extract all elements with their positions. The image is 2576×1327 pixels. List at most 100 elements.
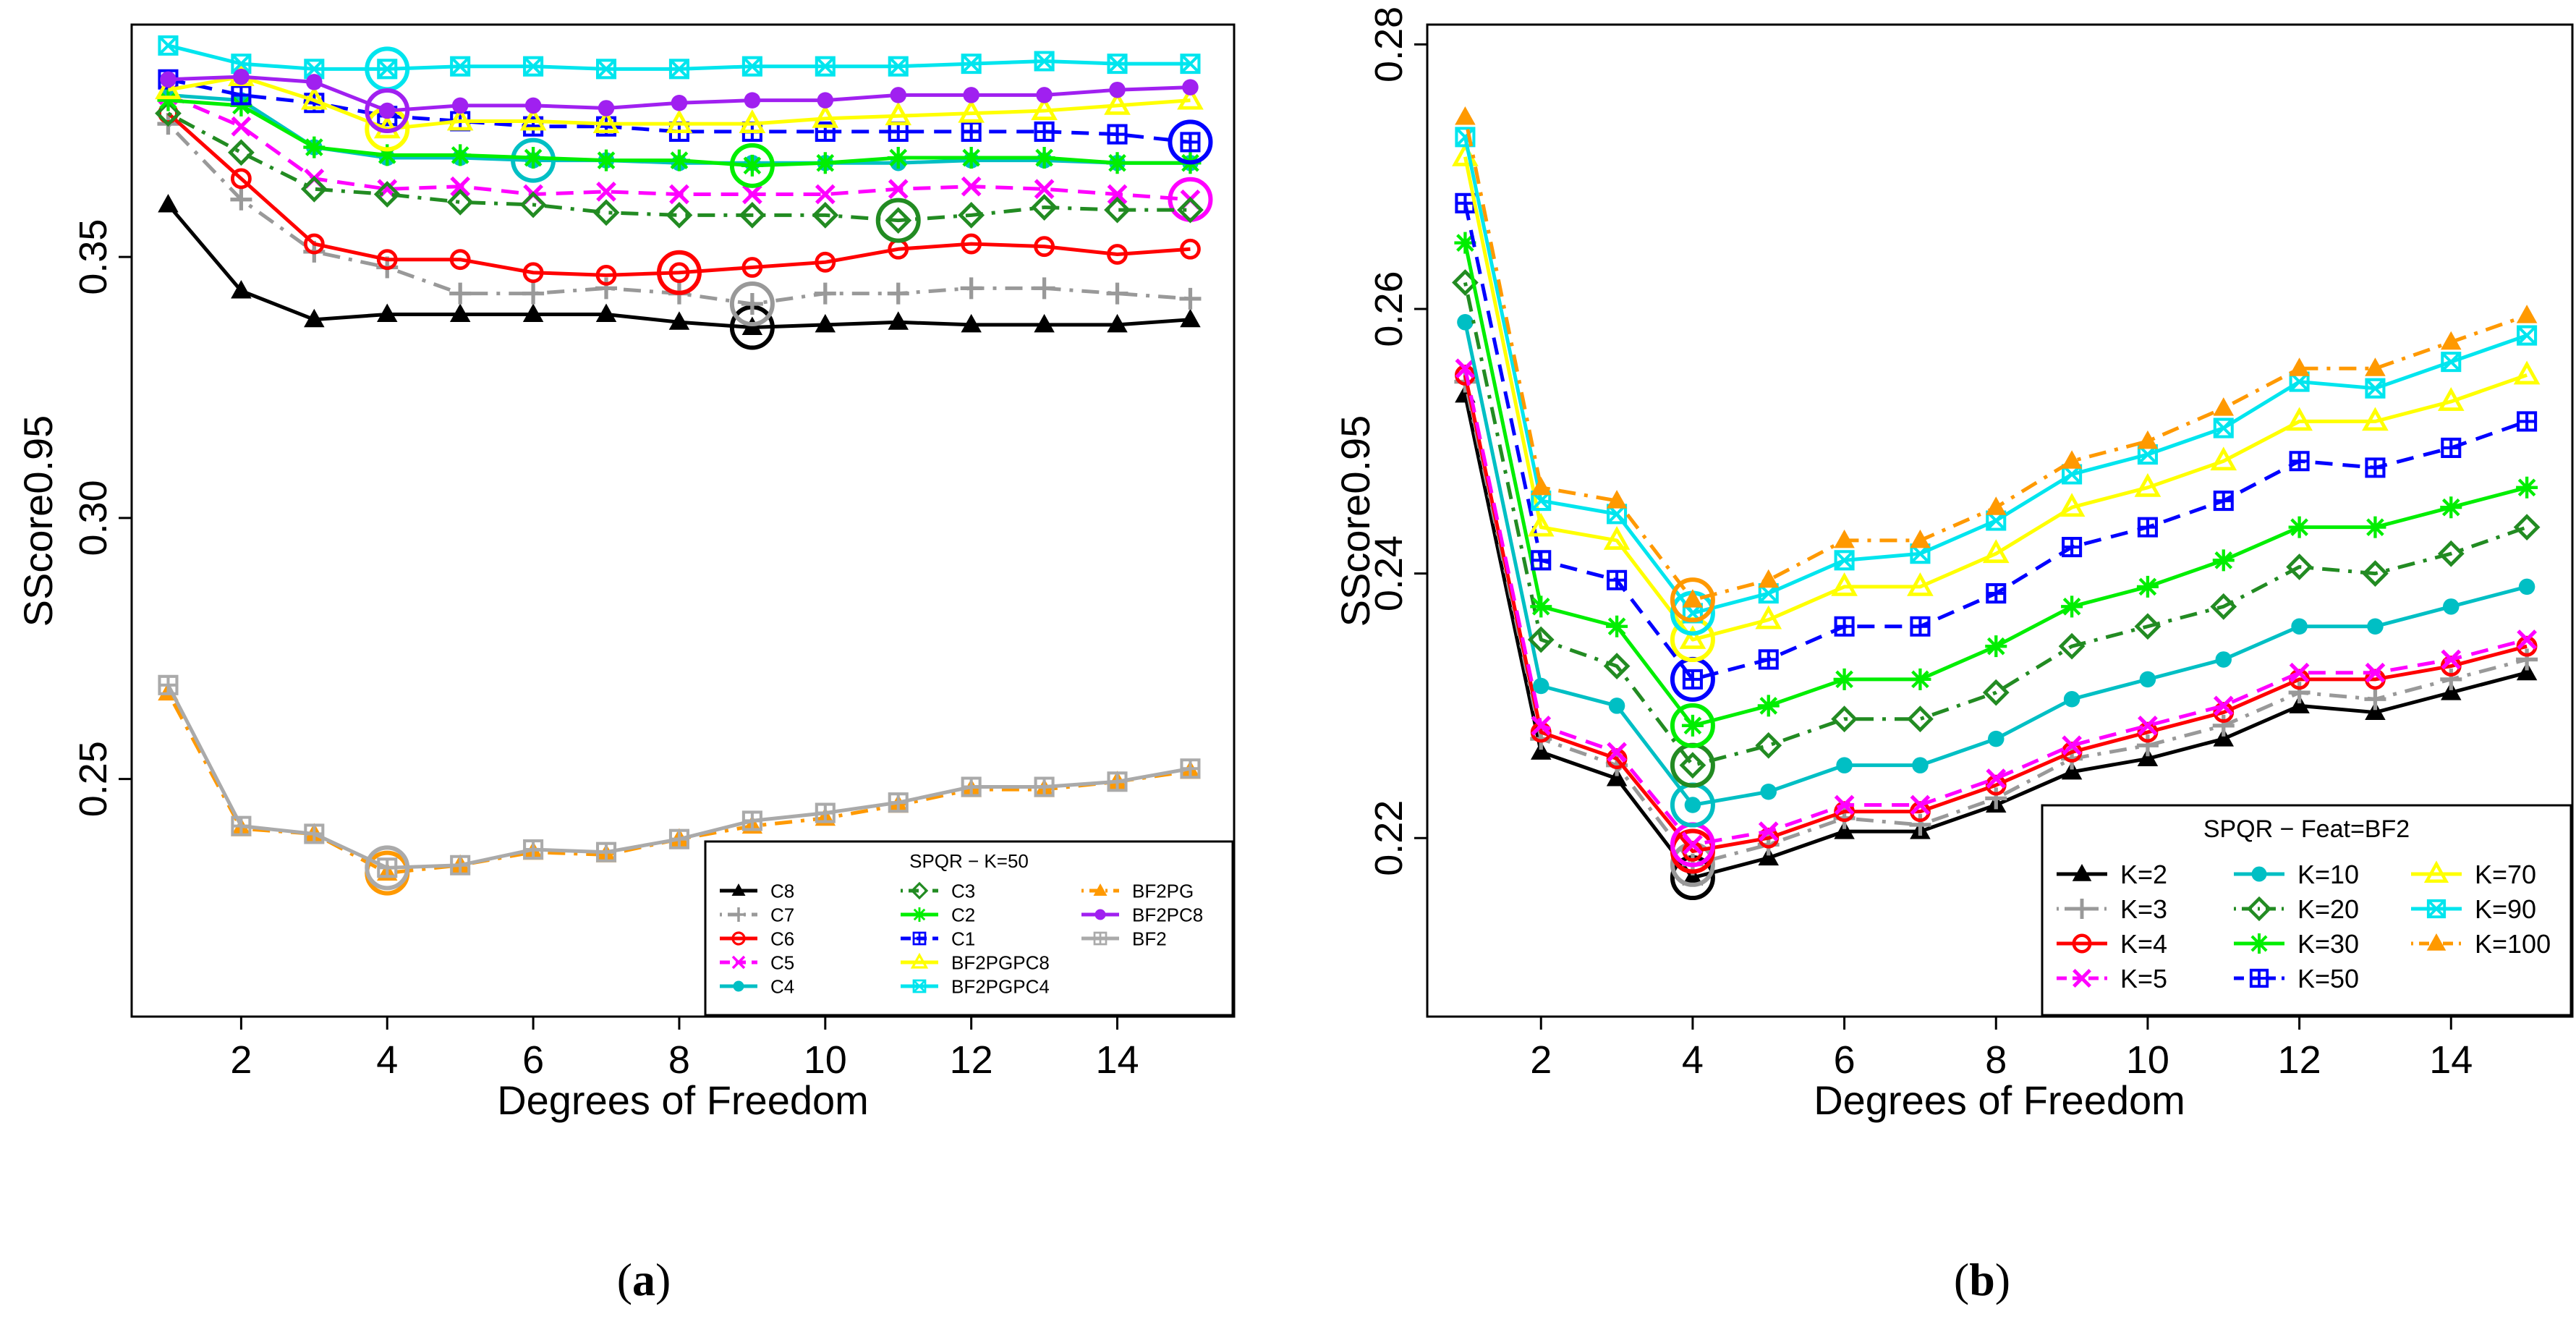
panel-b-point-k-100 [2061, 450, 2083, 469]
panel-a-legend-item-bf2: BF2 [1081, 928, 1167, 949]
panel-b-xtick-label: 12 [2278, 1038, 2321, 1082]
panel-b-point-k-5 [1758, 821, 1779, 841]
panel-b-point-k-50 [1682, 669, 1703, 690]
panel-b-frame [1426, 23, 2574, 1018]
panel-b-point-k-50 [2365, 457, 2386, 478]
panel-b-point-k-20 [1603, 653, 1631, 679]
panel-a-legend-label: C3 [951, 880, 975, 902]
panel-b-ytick-label: 0.26 [1367, 271, 1411, 347]
panel-a-point-c2 [741, 154, 763, 177]
panel-b-legend-label: K=100 [2475, 929, 2551, 959]
panel-b-point-k-3 [2516, 648, 2538, 671]
panel-a-point-c1 [231, 85, 252, 106]
panel-a-point-bf2pgpc8 [812, 103, 839, 128]
panel-a-legend-label: BF2PC8 [1132, 904, 1203, 925]
panel-a-point-c7 [1033, 277, 1055, 300]
panel-b-ytick-label: 0.22 [1367, 800, 1411, 876]
panel-a-xtick-label: 10 [804, 1038, 847, 1082]
panel-b-point-k-90 [1834, 550, 1855, 571]
panel-a-point-c6 [1107, 244, 1128, 265]
panel-b-point-k-100 [1606, 490, 1628, 509]
panel-a-legend-label: C1 [951, 928, 975, 949]
panel-b-point-k-20 [2210, 593, 2237, 620]
panel-a-legend-marker [910, 881, 929, 900]
panel-a-point-c8 [1180, 308, 1201, 328]
panel-a-frame [130, 23, 1236, 1018]
panel-b: 2 4 6 8 10 12 14 0.22 0.24 0.26 0.28 SPQR − Feat=B… [1332, 7, 2574, 1305]
panel-b-point-k-10 [1912, 757, 1929, 773]
panel-b-legend-marker [2073, 969, 2091, 988]
panel-b-point-k-10 [1836, 757, 1853, 773]
panel-b-point-k-2 [1531, 741, 1552, 760]
panel-a-min-highlight-c3 [875, 198, 921, 243]
panel-a-point-c6 [668, 262, 690, 284]
panel-b-point-k-100 [1758, 569, 1780, 588]
panel-b-legend-marker [2251, 866, 2267, 882]
panel-a-legend-marker [731, 931, 746, 946]
panel-a-point-c8 [1107, 313, 1128, 333]
panel-b-legend-item-k-20: K=20 [2234, 894, 2359, 924]
panel-a-point-c3 [1031, 194, 1058, 221]
panel-b-series-k-100 [1455, 106, 2538, 623]
panel-a-xtick-label: 14 [1095, 1038, 1139, 1082]
panel-b-point-k-100 [1986, 496, 2007, 515]
panel-a-point-c5 [742, 184, 762, 205]
panel-a-legend-marker [731, 955, 746, 970]
panel-b-point-k-90 [2517, 325, 2538, 346]
panel-b-legend-marker [2246, 896, 2272, 922]
panel-a-point-c8 [522, 303, 544, 322]
panel-a-point-bf2pgpc4 [523, 56, 544, 77]
panel-b-point-k-5 [2517, 629, 2537, 650]
panel-b-point-k-10 [2443, 598, 2460, 615]
panel-b-min-highlight-k-20 [1670, 742, 1715, 788]
panel-b-point-k-100 [1834, 529, 1855, 548]
panel-b-ylabel: SScore0.95 [1332, 415, 1378, 627]
panel-a-point-c6 [230, 168, 252, 190]
panel-b-point-k-10 [1684, 797, 1701, 813]
panel-a-line-bf2pgpc8 [168, 75, 1191, 131]
panel-a-point-bf2 [1107, 771, 1128, 792]
panel-b-legend-item-k-2: K=2 [2057, 860, 2167, 889]
panel-b-legend-label: K=30 [2297, 929, 2359, 959]
panel-a-point-c6 [303, 233, 325, 255]
panel-a-point-bf2pgpc4 [595, 59, 617, 80]
panel-a-point-c2 [449, 144, 472, 166]
panel-a-point-bf2pgpc8 [300, 85, 328, 110]
panel-b-point-k-70 [1907, 572, 1934, 596]
panel-a-point-bf2pgpc8 [739, 109, 766, 133]
panel-a-point-c5 [450, 176, 471, 197]
panel-a-min-highlight-c7 [729, 281, 775, 327]
panel-a-point-c7 [1179, 287, 1202, 310]
panel-b-series-k-50 [1455, 192, 2538, 702]
panel-a-point-bf2 [304, 823, 325, 844]
panel-a-point-c7 [1106, 282, 1128, 305]
panel-a-point-bf2pgpc8 [885, 101, 912, 126]
panel-b-point-k-70 [1603, 526, 1631, 550]
panel-a-point-bf2 [668, 828, 689, 849]
panel-a-point-bf2pc8 [451, 97, 469, 114]
panel-a-point-c3 [1104, 196, 1131, 224]
panel-a-point-bf2pgpc8 [1177, 85, 1204, 110]
panel-b-legend-item-k-90: K=90 [2411, 894, 2536, 924]
panel-b-point-k-2 [2061, 760, 2083, 780]
panel-b-xtick-label: 10 [2126, 1038, 2169, 1082]
panel-b-axes: 2 4 6 8 10 12 14 0.22 0.24 0.26 0.28 [1367, 7, 2473, 1082]
panel-b-legend-marker [2426, 899, 2447, 919]
panel-b-point-k-50 [2289, 451, 2310, 472]
panel-b-legend-item-k-50: K=50 [2234, 964, 2359, 993]
panel-a-legend-item-bf2pg: BF2PG [1081, 880, 1194, 902]
panel-a-point-c6 [1180, 238, 1201, 260]
panel-a-xtick-label: 4 [376, 1038, 398, 1082]
panel-b-point-k-20 [2362, 560, 2389, 588]
panel-a-point-c7 [814, 282, 836, 305]
panel-b-point-k-10 [1533, 677, 1550, 695]
panel-a-point-c8 [304, 308, 325, 328]
panel-b-point-k-2 [2137, 747, 2159, 767]
panel-a-point-c3 [1177, 196, 1204, 224]
panel-a-point-bf2pgpc8 [1104, 90, 1131, 115]
panel-a-point-bf2pgpc8 [666, 109, 693, 133]
panel-a-point-bf2pc8 [890, 87, 906, 103]
panel-b-point-k-3 [1985, 787, 2007, 810]
panel-a-line-c7 [166, 122, 1191, 306]
